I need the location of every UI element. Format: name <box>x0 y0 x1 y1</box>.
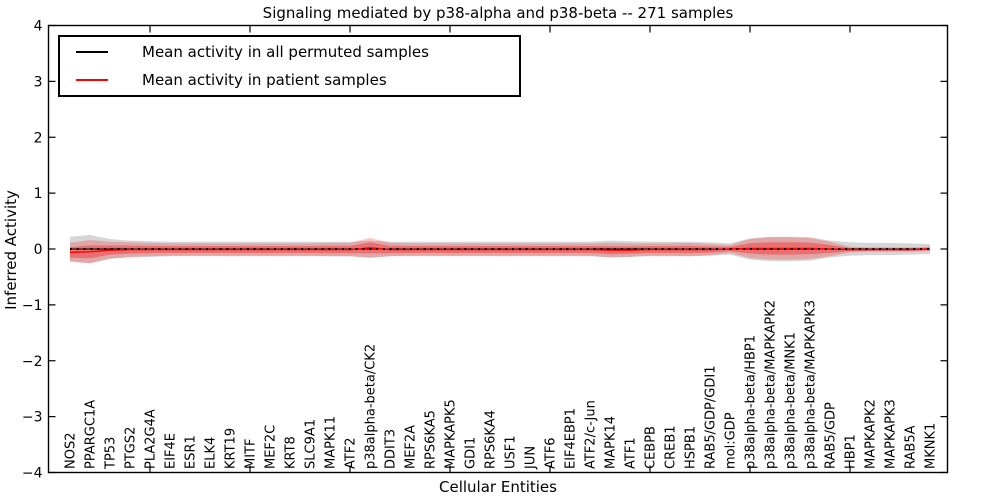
legend-item-permuted: Mean activity in all permuted samples <box>60 38 519 66</box>
x-category-label: SLC9A1 <box>304 419 319 469</box>
x-category-label: MAPK14 <box>604 416 619 469</box>
x-category-label: KRT8 <box>284 436 299 469</box>
x-category-label: MAPK11 <box>324 416 339 469</box>
x-category-label: ATF2/c-Jun <box>584 400 599 469</box>
x-category-label: ATF2 <box>344 437 359 469</box>
patient-line-swatch-icon <box>76 79 108 82</box>
legend: Mean activity in all permuted samples Me… <box>58 35 521 97</box>
x-category-label: p38alpha-beta/HBP1 <box>744 335 759 469</box>
x-category-label: p38alpha-beta/CK2 <box>364 344 379 469</box>
x-category-label: PTGS2 <box>124 427 139 469</box>
x-category-label: RAB5/GDP/GDI1 <box>704 366 719 469</box>
x-category-label: MAPKAPK3 <box>884 399 899 469</box>
x-category-label: EIF4EBP1 <box>564 408 579 469</box>
y-tick-label: 1 <box>34 186 43 202</box>
x-category-label: ELK4 <box>204 437 219 469</box>
x-category-label: NOS2 <box>64 433 79 469</box>
x-category-label: RAB5A <box>904 425 919 469</box>
x-category-label: GDI1 <box>464 437 479 469</box>
y-tick-label: −4 <box>22 466 43 482</box>
y-tick-label: 3 <box>34 74 43 90</box>
x-axis-title: Cellular Entities <box>439 478 557 496</box>
permuted-line-swatch-icon <box>76 50 108 53</box>
y-tick-label: 0 <box>34 242 43 258</box>
x-category-label: p38alpha-beta/MAPKAPK2 <box>764 300 779 469</box>
y-tick-label: −2 <box>22 354 43 370</box>
x-category-label: MITF <box>244 439 259 469</box>
chart-title: Signaling mediated by p38-alpha and p38-… <box>262 4 734 22</box>
x-category-label: ATF6 <box>544 437 559 469</box>
x-category-label: HBP1 <box>844 434 859 469</box>
x-category-label: RAB5/GDP <box>824 402 839 469</box>
x-category-label: ATF1 <box>624 437 639 469</box>
y-tick-label: −3 <box>22 410 43 426</box>
legend-label-permuted: Mean activity in all permuted samples <box>142 42 429 61</box>
x-category-label: p38alpha-beta/MNK1 <box>784 332 799 469</box>
x-category-label: RPS6KA5 <box>424 410 439 469</box>
x-category-label: DDIT3 <box>384 429 399 469</box>
x-category-label: CREB1 <box>664 425 679 469</box>
x-category-label: MAPKAPK2 <box>864 399 879 469</box>
y-tick-label: 2 <box>34 130 43 146</box>
x-category-label: MAPKAPK5 <box>444 399 459 469</box>
y-tick-label: −1 <box>22 298 43 314</box>
x-category-label: p38alpha-beta/MAPKAPK3 <box>804 300 819 469</box>
legend-item-patient: Mean activity in patient samples <box>60 66 519 94</box>
patient-std-band-outer <box>70 237 930 264</box>
x-category-label: MEF2C <box>264 425 279 469</box>
x-category-label: mol:GDP <box>724 412 739 469</box>
x-category-label: HSPB1 <box>684 426 699 469</box>
x-category-label: MKNK1 <box>924 423 939 469</box>
x-category-label: KRT19 <box>224 428 239 469</box>
y-axis-title-text: Inferred Activity <box>2 190 20 310</box>
x-category-label: ESR1 <box>184 435 199 469</box>
x-category-label: PLA2G4A <box>144 409 159 469</box>
x-category-label: EIF4E <box>164 433 179 469</box>
x-category-label: TP53 <box>104 437 119 470</box>
x-category-label: RPS6KA4 <box>484 410 499 469</box>
x-category-label: MEF2A <box>404 425 419 469</box>
y-tick-label: 4 <box>34 19 43 35</box>
legend-label-patient: Mean activity in patient samples <box>142 71 387 90</box>
patient-std-band-inner <box>70 242 930 259</box>
x-category-label: PPARGC1A <box>84 400 99 469</box>
x-category-label: USF1 <box>504 435 519 469</box>
x-category-label: CEBPB <box>644 426 659 469</box>
x-category-label: JUN <box>524 446 539 470</box>
